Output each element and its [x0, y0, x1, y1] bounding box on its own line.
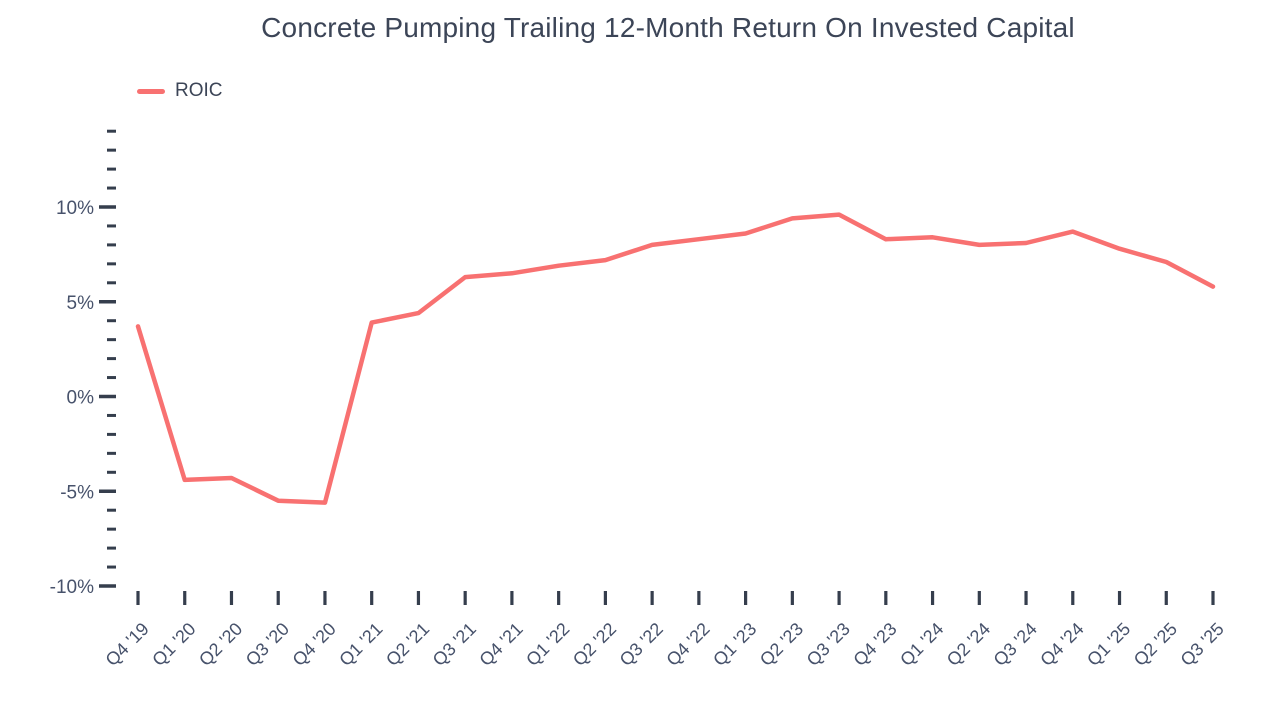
- x-axis-label: Q4 '19: [102, 619, 153, 670]
- x-axis-label: Q3 '21: [429, 619, 480, 670]
- x-axis-label: Q3 '23: [803, 619, 854, 670]
- x-axis-label: Q2 '20: [195, 619, 246, 670]
- x-axis-label: Q3 '20: [242, 619, 293, 670]
- x-axis-label: Q4 '24: [1036, 619, 1087, 670]
- y-axis-label: 5%: [67, 293, 95, 314]
- x-axis-label: Q2 '23: [756, 619, 807, 670]
- x-axis-label: Q4 '21: [475, 619, 526, 670]
- chart-title: Concrete Pumping Trailing 12-Month Retur…: [261, 12, 1075, 43]
- legend-label-roic: ROIC: [175, 80, 223, 101]
- x-axis-label: Q1 '25: [1083, 619, 1134, 670]
- x-axis-label: Q2 '25: [1130, 619, 1181, 670]
- x-axis-label: Q1 '24: [896, 619, 947, 670]
- y-axis-label: 10%: [56, 198, 94, 219]
- x-axis-label: Q3 '25: [1177, 619, 1228, 670]
- x-axis-label: Q4 '20: [289, 619, 340, 670]
- y-axis-label: -10%: [50, 577, 94, 598]
- x-axis-label: Q4 '22: [662, 619, 713, 670]
- legend[interactable]: ROIC: [137, 80, 223, 102]
- x-axis-label: Q1 '23: [709, 619, 760, 670]
- x-axis-label: Q2 '24: [943, 619, 994, 670]
- y-axis-label: -5%: [60, 482, 94, 503]
- x-axis-label: Q3 '24: [990, 619, 1041, 670]
- x-axis-label: Q1 '21: [335, 619, 386, 670]
- y-axis-label: 0%: [67, 388, 95, 409]
- x-axis-label: Q2 '21: [382, 619, 433, 670]
- x-axis-label: Q1 '22: [522, 619, 573, 670]
- x-axis-label: Q1 '20: [148, 619, 199, 670]
- x-axis-label: Q4 '23: [849, 619, 900, 670]
- roic-line: [135, 212, 1216, 505]
- x-axis-label: Q2 '22: [569, 619, 620, 670]
- x-axis-label: Q3 '22: [616, 619, 667, 670]
- legend-line-swatch: [137, 88, 165, 94]
